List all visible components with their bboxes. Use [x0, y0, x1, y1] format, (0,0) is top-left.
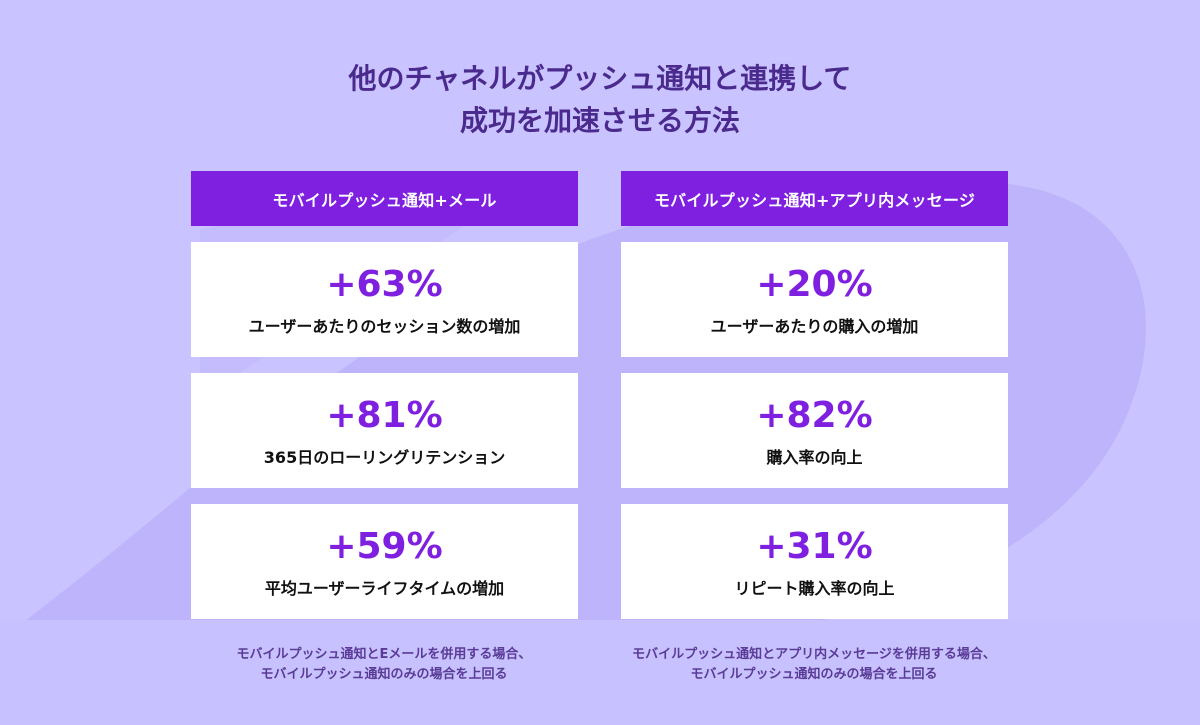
page-title-line-2: 成功を加速させる方法	[459, 104, 740, 137]
stat-card-sessions: +63% ユーザーあたりのセッション数の増加	[191, 242, 578, 357]
stat-value: +31%	[756, 525, 873, 567]
footnote-line-2: モバイルプッシュ通知のみの場合を上回る	[690, 667, 938, 682]
stat-value: +59%	[326, 525, 443, 567]
stat-card-lifetime: +59% 平均ユーザーライフタイムの増加	[191, 504, 578, 619]
stat-label: 365日のローリングリテンション	[263, 447, 506, 467]
stat-value: +81%	[326, 394, 443, 436]
stat-card-purchases: +20% ユーザーあたりの購入の増加	[621, 242, 1008, 357]
stat-label: ユーザーあたりのセッション数の増加	[248, 316, 521, 336]
footnote-line-2: モバイルプッシュ通知のみの場合を上回る	[260, 667, 508, 682]
page-title-line-1: 他のチャネルがプッシュ通知と連携して	[348, 62, 852, 95]
footnote-line-1: モバイルプッシュ通知とアプリ内メッセージを併用する場合、	[632, 647, 996, 662]
footnote-line-1: モバイルプッシュ通知とEメールを併用する場合、	[236, 647, 532, 662]
column-push-email: モバイルプッシュ通知+メール +63% ユーザーあたりのセッション数の増加 +8…	[191, 171, 578, 619]
column-header-push-inapp: モバイルプッシュ通知+アプリ内メッセージ	[621, 171, 1008, 226]
stat-value: +82%	[756, 394, 873, 436]
stat-label: 購入率の向上	[766, 447, 863, 467]
footnote-push-inapp: モバイルプッシュ通知とアプリ内メッセージを併用する場合、 モバイルプッシュ通知の…	[599, 645, 1029, 685]
stat-card-retention: +81% 365日のローリングリテンション	[191, 373, 578, 488]
footnote-push-email: モバイルプッシュ通知とEメールを併用する場合、 モバイルプッシュ通知のみの場合を…	[169, 645, 599, 685]
stat-label: ユーザーあたりの購入の増加	[710, 316, 919, 336]
column-header-push-email: モバイルプッシュ通知+メール	[191, 171, 578, 226]
stat-card-repeat-purchase: +31% リピート購入率の向上	[621, 504, 1008, 619]
column-push-inapp: モバイルプッシュ通知+アプリ内メッセージ +20% ユーザーあたりの購入の増加 …	[621, 171, 1008, 619]
stat-label: リピート購入率の向上	[734, 578, 895, 598]
page-title: 他のチャネルがプッシュ通知と連携して 成功を加速させる方法	[0, 58, 1200, 142]
stat-card-purchase-rate: +82% 購入率の向上	[621, 373, 1008, 488]
stat-value: +63%	[326, 263, 443, 305]
stat-value: +20%	[756, 263, 873, 305]
stat-label: 平均ユーザーライフタイムの増加	[264, 578, 505, 598]
background-bottom-band	[0, 620, 1200, 725]
